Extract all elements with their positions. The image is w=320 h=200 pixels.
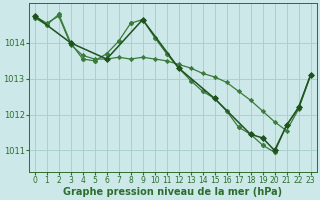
X-axis label: Graphe pression niveau de la mer (hPa): Graphe pression niveau de la mer (hPa) [63,187,282,197]
